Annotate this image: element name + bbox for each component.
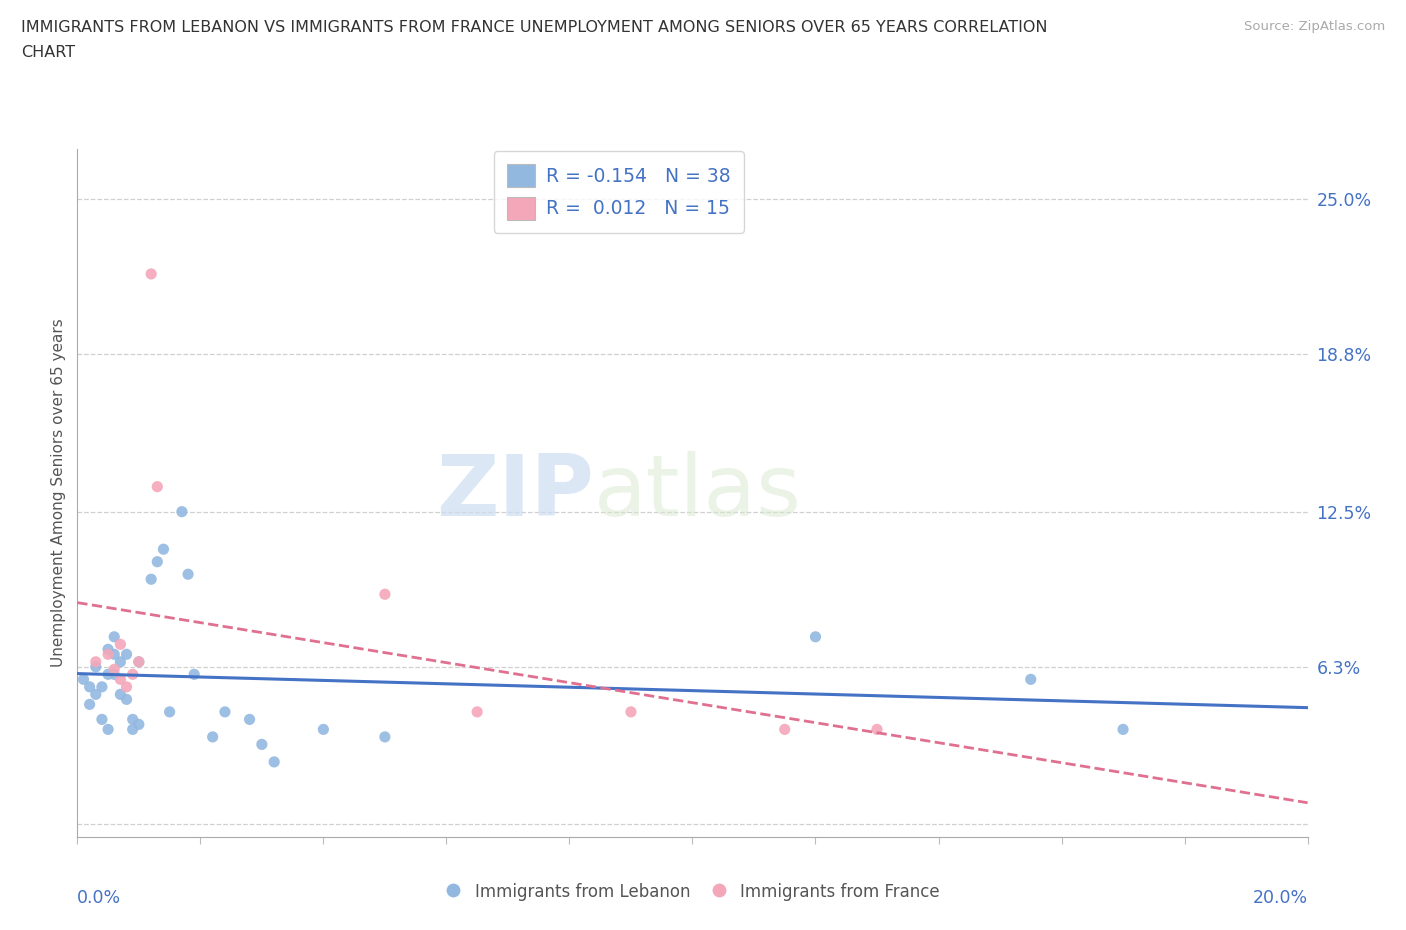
Point: [121, 667, 143, 682]
Point: [128, 655, 150, 670]
Point: [128, 717, 150, 732]
Point: [250, 737, 273, 751]
Point: [177, 566, 200, 581]
Point: [159, 704, 181, 719]
Point: [1112, 722, 1135, 737]
Point: [90, 680, 114, 695]
Point: [620, 704, 643, 719]
Point: [465, 704, 488, 719]
Point: [183, 667, 205, 682]
Point: [141, 572, 163, 587]
Text: CHART: CHART: [21, 45, 75, 60]
Point: [103, 647, 125, 662]
Point: [115, 692, 138, 707]
Point: [110, 637, 132, 652]
Point: [312, 722, 335, 737]
Text: 0.0%: 0.0%: [77, 889, 121, 907]
Text: ZIP: ZIP: [436, 451, 595, 535]
Point: [152, 542, 174, 557]
Point: [97, 642, 120, 657]
Point: [201, 729, 224, 744]
Point: [103, 667, 125, 682]
Point: [804, 630, 827, 644]
Point: [103, 630, 125, 644]
Point: [773, 722, 796, 737]
Point: [374, 587, 396, 602]
Point: [79, 680, 101, 695]
Point: [103, 662, 125, 677]
Point: [79, 697, 101, 711]
Point: [263, 754, 285, 769]
Point: [374, 729, 396, 744]
Point: [146, 479, 169, 494]
Point: [121, 722, 143, 737]
Text: Source: ZipAtlas.com: Source: ZipAtlas.com: [1244, 20, 1385, 33]
Point: [97, 647, 120, 662]
Text: IMMIGRANTS FROM LEBANON VS IMMIGRANTS FROM FRANCE UNEMPLOYMENT AMONG SENIORS OVE: IMMIGRANTS FROM LEBANON VS IMMIGRANTS FR…: [21, 20, 1047, 35]
Point: [115, 680, 138, 695]
Point: [115, 647, 138, 662]
Point: [866, 722, 889, 737]
Point: [84, 687, 107, 702]
Text: atlas: atlas: [595, 451, 801, 535]
Point: [84, 659, 107, 674]
Point: [239, 712, 262, 727]
Point: [170, 504, 193, 519]
Text: 20.0%: 20.0%: [1253, 889, 1308, 907]
Point: [97, 722, 120, 737]
Point: [72, 671, 94, 686]
Point: [110, 671, 132, 686]
Point: [214, 704, 236, 719]
Point: [121, 712, 143, 727]
Point: [146, 554, 169, 569]
Point: [128, 655, 150, 670]
Legend: Immigrants from Lebanon, Immigrants from France: Immigrants from Lebanon, Immigrants from…: [439, 876, 946, 908]
Point: [110, 687, 132, 702]
Y-axis label: Unemployment Among Seniors over 65 years: Unemployment Among Seniors over 65 years: [51, 319, 66, 668]
Point: [110, 655, 132, 670]
Point: [1019, 671, 1042, 686]
Point: [90, 712, 114, 727]
Point: [141, 267, 163, 282]
Point: [97, 667, 120, 682]
Point: [84, 655, 107, 670]
